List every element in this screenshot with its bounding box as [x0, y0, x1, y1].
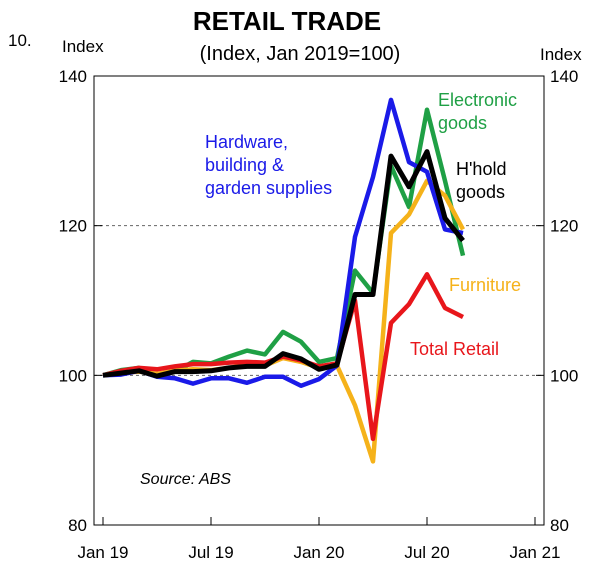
chart-title: RETAIL TRADE — [193, 6, 381, 36]
source-note: Source: ABS — [140, 471, 231, 488]
x-tick-label: Jan 21 — [509, 543, 560, 562]
y-tick-label-right: 140 — [550, 67, 578, 86]
series-label-1: Furniture — [449, 275, 521, 295]
series-labels: Electronic goods Furniture Total Retail Hard… — [205, 90, 521, 359]
x-tick-label: Jul 20 — [404, 543, 449, 562]
y-tick-label-left: 80 — [68, 516, 87, 535]
y-axis-label-right: Index — [540, 45, 582, 64]
plot-area — [93, 75, 545, 526]
series-label-0: goods — [438, 113, 487, 133]
y-axis-label-left: Index — [62, 37, 104, 56]
series-label-3: building & — [205, 155, 284, 175]
y-tick-label-right: 80 — [550, 516, 569, 535]
y-tick-label-right: 100 — [550, 366, 578, 385]
y-tick-label-left: 100 — [59, 366, 87, 385]
chart-subtitle: (Index, Jan 2019=100) — [200, 43, 401, 65]
x-tick-label: Jan 20 — [293, 543, 344, 562]
series-label-3: garden supplies — [205, 178, 332, 198]
series-lines — [102, 97, 466, 464]
series-label-4: H'hold — [456, 159, 506, 179]
x-tick-label: Jan 19 — [77, 543, 128, 562]
series-label-4: goods — [456, 182, 505, 202]
y-tick-label-right: 120 — [550, 217, 578, 236]
y-tick-label-left: 120 — [59, 217, 87, 236]
series-line-3 — [102, 97, 464, 389]
series-label-0: Electronic — [438, 90, 517, 110]
y-tick-label-left: 140 — [59, 67, 87, 86]
series-label-2: Total Retail — [410, 339, 499, 359]
figure-number: 10. — [8, 31, 32, 50]
series-line-1 — [102, 178, 465, 464]
series-label-3: Hardware, — [205, 132, 288, 152]
axis-ticks: 80 80 100 100 120 120 140 140 Jan 19 Jul 19 Jan 20… — [59, 67, 579, 562]
x-tick-label: Jul 19 — [188, 543, 233, 562]
series-line-4 — [102, 149, 465, 379]
